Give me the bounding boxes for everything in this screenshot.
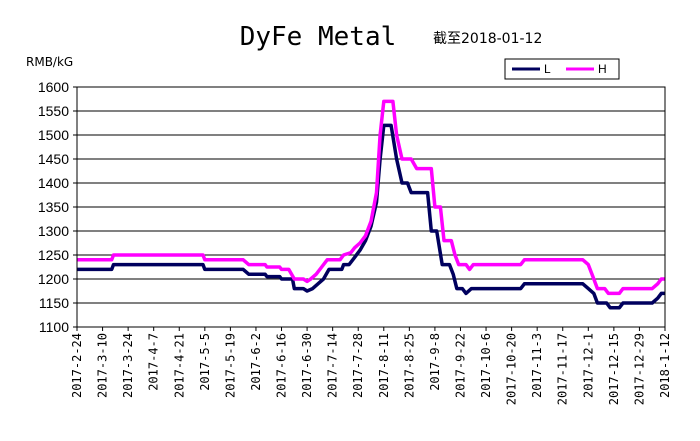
- y-tick-label: 1250: [38, 247, 69, 263]
- y-tick-label: 1150: [39, 295, 69, 311]
- chart-title: DyFe Metal: [240, 22, 397, 52]
- x-tick-label: 2017-7-28: [351, 333, 365, 398]
- x-tick-label: 2017-6-30: [300, 333, 314, 398]
- plot-area-border: [76, 86, 666, 328]
- legend: L H: [504, 58, 620, 80]
- y-axis-label: RMB/kG: [26, 55, 73, 69]
- x-tick-label: 2017-5-5: [198, 333, 212, 391]
- x-tick-label: 2017-8-25: [402, 333, 416, 398]
- y-tick-label: 1200: [38, 271, 69, 287]
- chart-subtitle: 截至2018-01-12: [433, 31, 542, 47]
- y-tick-label: 1400: [38, 175, 69, 191]
- x-axis-ticks: 2017-2-24 2017-3-10 2017-3-24 2017-4-7 2017-…: [70, 327, 672, 405]
- y-tick-label: 1550: [38, 103, 69, 119]
- x-tick-label: 2017-12-29: [632, 333, 646, 405]
- y-tick-label: 1100: [39, 319, 69, 335]
- x-tick-label: 2017-12-1: [581, 333, 595, 398]
- x-tick-label: 2017-8-11: [377, 333, 391, 398]
- y-tick-label: 1450: [38, 151, 69, 167]
- x-tick-label: 2017-6-2: [249, 333, 263, 391]
- series-line-h: [77, 99, 665, 296]
- x-tick-label: 2017-11-17: [556, 333, 570, 405]
- x-tick-label: 2017-10-20: [505, 333, 519, 405]
- x-tick-label: 2017-6-16: [275, 333, 289, 398]
- y-tick-label: 1500: [38, 127, 69, 143]
- x-tick-label: 2017-2-24: [70, 333, 84, 398]
- x-tick-label: 2017-12-15: [607, 333, 621, 405]
- x-tick-label: 2017-9-8: [428, 333, 442, 391]
- y-tick-label: 1350: [38, 199, 69, 215]
- x-tick-label: 2017-3-24: [121, 333, 135, 398]
- gridlines: [77, 86, 665, 328]
- x-tick-label: 2017-7-14: [326, 333, 340, 398]
- x-tick-label: 2017-4-21: [172, 333, 186, 398]
- series-line-l: [77, 123, 665, 310]
- x-tick-label: 2017-9-22: [453, 333, 467, 398]
- legend-label-h: H: [598, 62, 607, 76]
- x-tick-label: 2017-11-3: [530, 333, 544, 398]
- x-tick-label: 2018-1-12: [658, 333, 672, 398]
- x-tick-label: 2017-3-10: [96, 333, 110, 398]
- x-tick-label: 2017-4-7: [147, 333, 161, 391]
- x-tick-label: 2017-5-19: [223, 333, 237, 398]
- legend-label-l: L: [544, 62, 551, 76]
- y-axis-ticks: 1100 1150 1200 1250 1300 1350 1400 1450 1500 1550…: [38, 79, 77, 335]
- series-lines: [77, 99, 665, 310]
- x-tick-label: 2017-10-6: [479, 333, 493, 398]
- y-tick-label: 1600: [38, 79, 69, 95]
- legend-box: [504, 58, 620, 80]
- y-tick-label: 1300: [38, 223, 69, 239]
